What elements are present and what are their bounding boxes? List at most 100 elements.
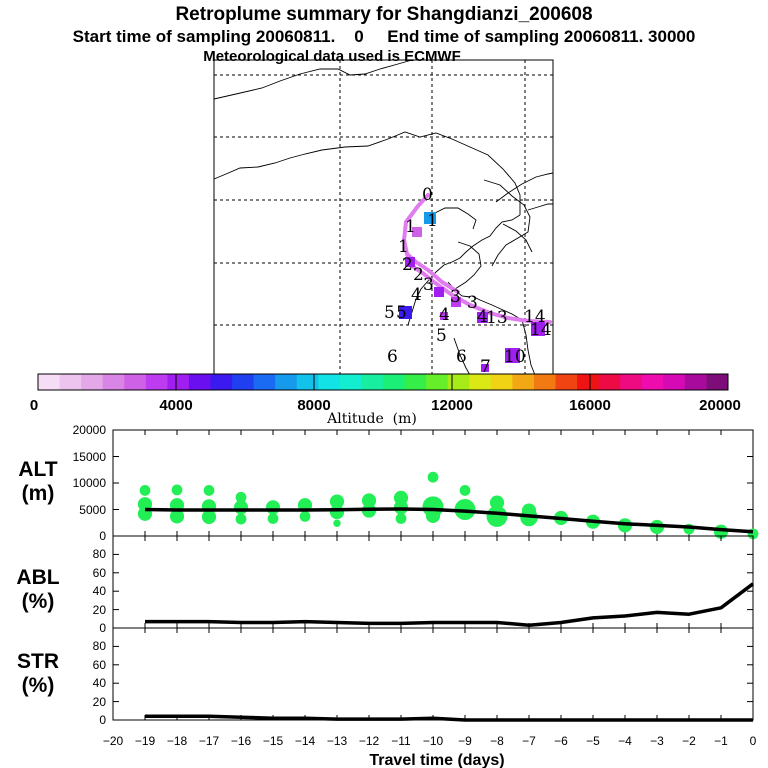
colorbar-swatch	[663, 374, 686, 390]
str-panel-unit: (%)	[22, 674, 55, 697]
trajectory-label: 4	[439, 305, 450, 325]
abl-y-tick-label: 80	[93, 547, 107, 561]
cluster-marker	[481, 364, 489, 372]
colorbar-swatch	[318, 374, 341, 390]
str-panel: STR (%) 0 20 40 60 80	[17, 627, 754, 727]
cluster-marker	[399, 306, 412, 319]
cluster-marker	[424, 212, 436, 224]
x-tick-label: −17	[199, 734, 220, 748]
alt-panel: ALT (m) 0 5000 10000 15000 20000	[18, 423, 759, 543]
alt-scatter-point	[235, 513, 247, 525]
colorbar-swatch	[641, 374, 664, 390]
abl-line	[145, 582, 755, 627]
colorbar-swatch	[59, 374, 82, 390]
trajectory-label: 4	[477, 307, 488, 327]
colorbar-swatch	[490, 374, 513, 390]
colorbar-swatch	[275, 374, 298, 390]
alt-scatter-point	[171, 484, 183, 496]
x-tick-label: −2	[682, 734, 696, 748]
alt-scatter-point	[427, 471, 439, 483]
x-tick-label: −7	[522, 734, 536, 748]
str-y-tick-label: 20	[93, 695, 107, 709]
colorbar-swatch	[296, 374, 319, 390]
abl-panel-unit: (%)	[22, 590, 55, 613]
trajectory-label: 6	[387, 347, 398, 367]
colorbar-swatch	[124, 374, 147, 390]
x-tick-label: 0	[750, 734, 757, 748]
trajectory-label: 10	[504, 347, 526, 367]
trajectory-label: 3	[450, 287, 461, 307]
colorbar-swatch	[232, 374, 255, 390]
alt-y-tick-label: 15000	[73, 450, 107, 464]
alt-scatter-point	[233, 500, 249, 515]
cluster-marker	[451, 297, 461, 307]
alt-scatter-point	[169, 509, 185, 524]
abl-plot-frame	[112, 535, 754, 629]
alt-scatter-points	[137, 471, 759, 540]
colorbar-frame	[37, 373, 729, 391]
alt-y-tick-label: 0	[99, 529, 106, 543]
alt-scatter-point	[235, 491, 247, 503]
trajectory-label: 14	[524, 307, 546, 327]
str-y-tick-label: 40	[93, 676, 107, 690]
abl-y-tick-label: 0	[99, 621, 106, 635]
x-tick-label: −11	[391, 734, 411, 748]
trajectory-label: 4	[411, 285, 422, 305]
abl-y-tick-label: 60	[93, 566, 107, 580]
trajectory-labels: 0 1 1 1 2 2 3 4 3 3 4 13 14 14 4 5 5 5 6…	[384, 185, 552, 377]
trajectory-label: 5	[384, 303, 395, 323]
alt-scatter-point	[361, 493, 377, 508]
colorbar-swatch	[577, 374, 600, 390]
colorbar-swatch	[684, 374, 707, 390]
colorbar-swatch	[533, 374, 556, 390]
sampling-time-line: Start time of sampling 20060811. 0 End t…	[73, 27, 696, 46]
abl-y-tick-label: 20	[93, 603, 107, 617]
colorbar-swatch	[598, 374, 621, 390]
colorbar-swatch	[188, 374, 211, 390]
trajectory-label: 5	[396, 303, 407, 323]
colorbar-tick-label: 0	[30, 397, 38, 414]
colorbar-label: Altitude (m)	[326, 411, 417, 427]
colorbar-swatch	[555, 374, 578, 390]
colorbar-swatch	[706, 374, 729, 390]
colorbar-swatch	[383, 374, 406, 390]
x-tick-label: −16	[231, 734, 252, 748]
abl-panel: ABL (%) 0 20 40 60 80	[16, 535, 755, 635]
abl-y-tick-label: 40	[93, 584, 107, 598]
colorbar-swatches	[38, 374, 729, 390]
meteo-data-line: Meteorological data used is ECMWF	[203, 48, 461, 65]
x-tick-label: −3	[650, 734, 664, 748]
colorbar-swatch	[145, 374, 168, 390]
x-tick-label: −13	[327, 734, 348, 748]
alt-y-tick-label: 10000	[73, 476, 107, 490]
colorbar-swatch	[404, 374, 427, 390]
alt-scatter-point	[299, 510, 311, 522]
x-tick-label: −20	[103, 734, 124, 748]
trajectory-label: 3	[423, 275, 434, 295]
str-y-tick-label: 80	[93, 639, 107, 653]
str-y-tick-label: 60	[93, 658, 107, 672]
x-tick-label: −9	[458, 734, 472, 748]
cluster-marker	[405, 257, 415, 267]
colorbar-dividers	[175, 374, 591, 390]
trajectory-label: 13	[486, 308, 508, 328]
str-y-tick-labels: 0 20 40 60 80	[93, 639, 107, 727]
colorbar-tick-label: 16000	[569, 397, 611, 414]
colorbar-swatch	[447, 374, 470, 390]
colorbar-swatch	[339, 374, 362, 390]
x-tick-label: −19	[135, 734, 156, 748]
alt-scatter-point	[333, 519, 341, 527]
cluster-marker	[440, 312, 448, 320]
trajectory-label: 1	[398, 237, 409, 257]
colorbar-tick-label: 12000	[431, 397, 473, 414]
alt-scatter-point	[425, 508, 441, 523]
trajectory-label: 1	[405, 217, 416, 237]
trajectory-label: 2	[402, 255, 413, 275]
trajectory-label: 2	[413, 265, 424, 285]
colorbar-swatch	[469, 374, 492, 390]
altitude-colorbar: 0 4000 8000 12000 16000 20000 Altitude (…	[30, 373, 741, 427]
map-borders	[213, 59, 554, 376]
x-tick-label: −8	[490, 734, 504, 748]
str-panel-title: STR	[17, 650, 59, 673]
